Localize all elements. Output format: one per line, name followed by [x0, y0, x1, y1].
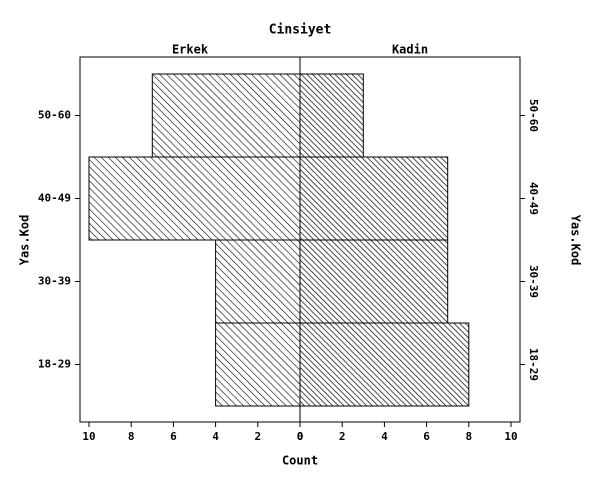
bar [215, 322, 301, 407]
y-tick-label: 50-60 [38, 109, 71, 122]
y-axis-label: Yas.Kod [18, 215, 32, 266]
x-tick-label: 10 [82, 430, 95, 443]
panel-label: Erkek [172, 43, 209, 57]
y-tick-label: 18-29 [38, 358, 71, 371]
x-tick-label: 8 [465, 430, 472, 443]
y-tick-label-right: 50-60 [527, 99, 540, 132]
y-axis-label-right: Yas.Kod [569, 215, 583, 266]
bar [299, 73, 364, 158]
bar [88, 156, 301, 241]
bar [215, 239, 301, 324]
x-tick-label: 2 [339, 430, 346, 443]
y-tick-label-right: 30-39 [527, 265, 540, 298]
bar [299, 239, 449, 324]
y-tick-label-right: 18-29 [527, 348, 540, 381]
bar [151, 73, 301, 158]
x-tick-label: 0 [297, 430, 304, 443]
panel-label: Kadin [392, 43, 428, 57]
x-tick-label: 2 [254, 430, 261, 443]
y-tick-label-right: 40-49 [527, 182, 540, 215]
x-tick-label: 4 [212, 430, 219, 443]
y-tick-label: 30-39 [38, 275, 71, 288]
bar [299, 156, 449, 241]
x-tick-label: 4 [381, 430, 388, 443]
bar [299, 322, 470, 407]
x-tick-label: 6 [170, 430, 177, 443]
x-tick-label: 8 [128, 430, 135, 443]
x-axis-label: Count [282, 454, 318, 468]
x-tick-label: 10 [504, 430, 517, 443]
x-tick-label: 0 [297, 430, 304, 443]
x-tick-label: 6 [423, 430, 430, 443]
chart-title: Cinsiyet [269, 23, 332, 38]
y-tick-label: 40-49 [38, 192, 71, 205]
